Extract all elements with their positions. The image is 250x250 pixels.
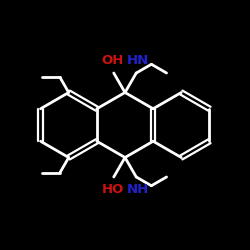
Text: HN: HN — [126, 54, 148, 67]
Text: NH: NH — [126, 183, 148, 196]
Text: HO: HO — [101, 183, 124, 196]
Text: OH: OH — [101, 54, 124, 67]
